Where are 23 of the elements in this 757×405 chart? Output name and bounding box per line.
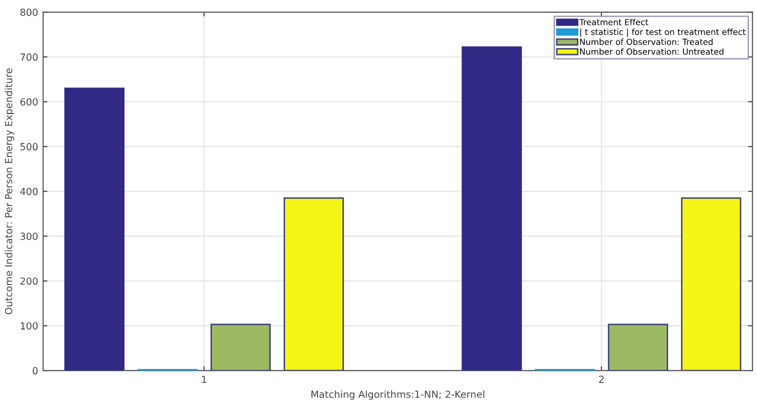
- y-tick-label: 200: [20, 277, 38, 285]
- y-tick-label: 300: [20, 232, 38, 240]
- y-tick-label: 600: [20, 98, 38, 106]
- y-tick-label: 500: [20, 143, 38, 150]
- bar: [210, 324, 271, 371]
- bar: [462, 46, 522, 371]
- x-tick-label: 2: [599, 376, 604, 383]
- y-tick-label: 0: [32, 367, 38, 374]
- y-tick-label: 700: [20, 53, 38, 61]
- y-tick-label: 100: [20, 322, 38, 330]
- x-axis-title: Matching Algorithms:1-NN; 2-Kernel: [311, 390, 484, 400]
- bar: [608, 324, 668, 371]
- legend-label: | t statistic | for test on treatment effect: [580, 28, 746, 37]
- bar: [284, 197, 344, 371]
- x-tick-label: 1: [202, 376, 206, 383]
- y-axis-title: Outcome Indicator: Per Person Energy Expenditure: [4, 68, 14, 314]
- bar: [681, 197, 742, 371]
- bar: [64, 88, 125, 371]
- legend-label: Number of Observation: Untreated: [580, 48, 724, 55]
- y-tick-label: 400: [20, 188, 38, 196]
- legend-label: Number of Observation: Treated: [580, 38, 713, 45]
- legend-label: Treatment Effect: [579, 18, 648, 26]
- y-tick-label: 800: [20, 8, 38, 16]
